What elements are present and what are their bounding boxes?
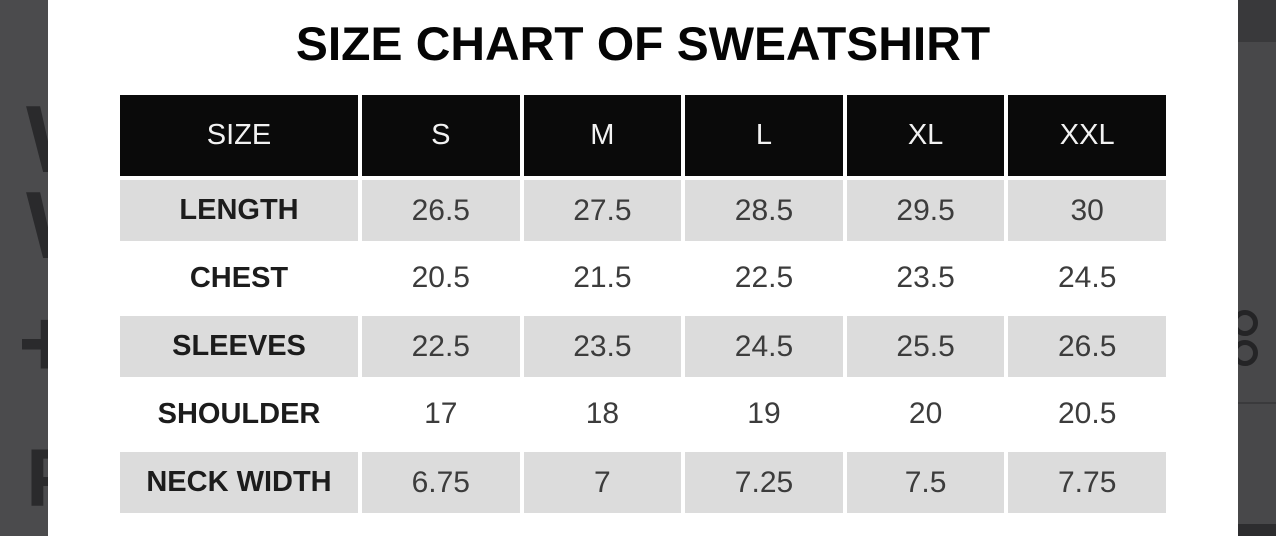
right-overlay-strip: [1238, 0, 1276, 536]
circle-glyph: [1238, 340, 1258, 366]
header-cell-m: M: [523, 95, 682, 176]
cell-sleeves-s: 22.5: [362, 312, 520, 380]
left-overlay-strip: W W + P: [0, 0, 48, 536]
cell-neck-width-xxl: 7.75: [1008, 448, 1166, 516]
cell-neck-width-xl: 7.5: [846, 448, 1005, 516]
cell-chest-s: 20.5: [362, 244, 520, 312]
cell-sleeves-l: 24.5: [685, 312, 843, 380]
background-block: [1238, 0, 1276, 42]
cell-sleeves-xxl: 26.5: [1008, 312, 1166, 380]
background-block: [1238, 524, 1276, 536]
header-cell-xl: XL: [846, 95, 1005, 176]
size-chart-table: SIZE S M L XL XXL LENGTH 26.5 27.5 28.5 …: [120, 95, 1166, 516]
page-title: SIZE CHART OF SWEATSHIRT: [295, 17, 991, 70]
cell-shoulder-m: 18: [523, 380, 682, 448]
cell-length-m: 27.5: [523, 176, 682, 244]
background-text-fragment: W: [26, 178, 48, 274]
cell-chest-l: 22.5: [685, 244, 843, 312]
cell-neck-width-s: 6.75: [362, 448, 520, 516]
row-label-shoulder: SHOULDER: [120, 380, 358, 448]
row-label-chest: CHEST: [120, 244, 358, 312]
cell-length-xxl: 30: [1008, 176, 1166, 244]
row-label-length: LENGTH: [120, 176, 358, 244]
cell-length-xl: 29.5: [846, 176, 1005, 244]
cell-shoulder-xxl: 20.5: [1008, 380, 1166, 448]
header-cell-xxl: XXL: [1008, 95, 1166, 176]
cell-chest-m: 21.5: [523, 244, 682, 312]
divider-line: [1238, 402, 1276, 404]
background-text-fragment: P: [26, 438, 48, 520]
cell-chest-xxl: 24.5: [1008, 244, 1166, 312]
cell-chest-xl: 23.5: [846, 244, 1005, 312]
cell-sleeves-m: 23.5: [523, 312, 682, 380]
circle-glyph: [1238, 310, 1258, 336]
background-text-fragment: W: [26, 92, 48, 188]
cell-shoulder-xl: 20: [846, 380, 1005, 448]
cell-shoulder-l: 19: [685, 380, 843, 448]
header-cell-size: SIZE: [120, 95, 358, 176]
cell-sleeves-xl: 25.5: [846, 312, 1005, 380]
cell-shoulder-s: 17: [362, 380, 520, 448]
header-cell-l: L: [685, 95, 843, 176]
header-cell-s: S: [362, 95, 520, 176]
cell-length-l: 28.5: [685, 176, 843, 244]
background-text-fragment: +: [18, 290, 48, 397]
cell-neck-width-m: 7: [523, 448, 682, 516]
cell-length-s: 26.5: [362, 176, 520, 244]
row-label-sleeves: SLEEVES: [120, 312, 358, 380]
row-label-neck-width: NECK WIDTH: [120, 448, 358, 516]
cell-neck-width-l: 7.25: [685, 448, 843, 516]
